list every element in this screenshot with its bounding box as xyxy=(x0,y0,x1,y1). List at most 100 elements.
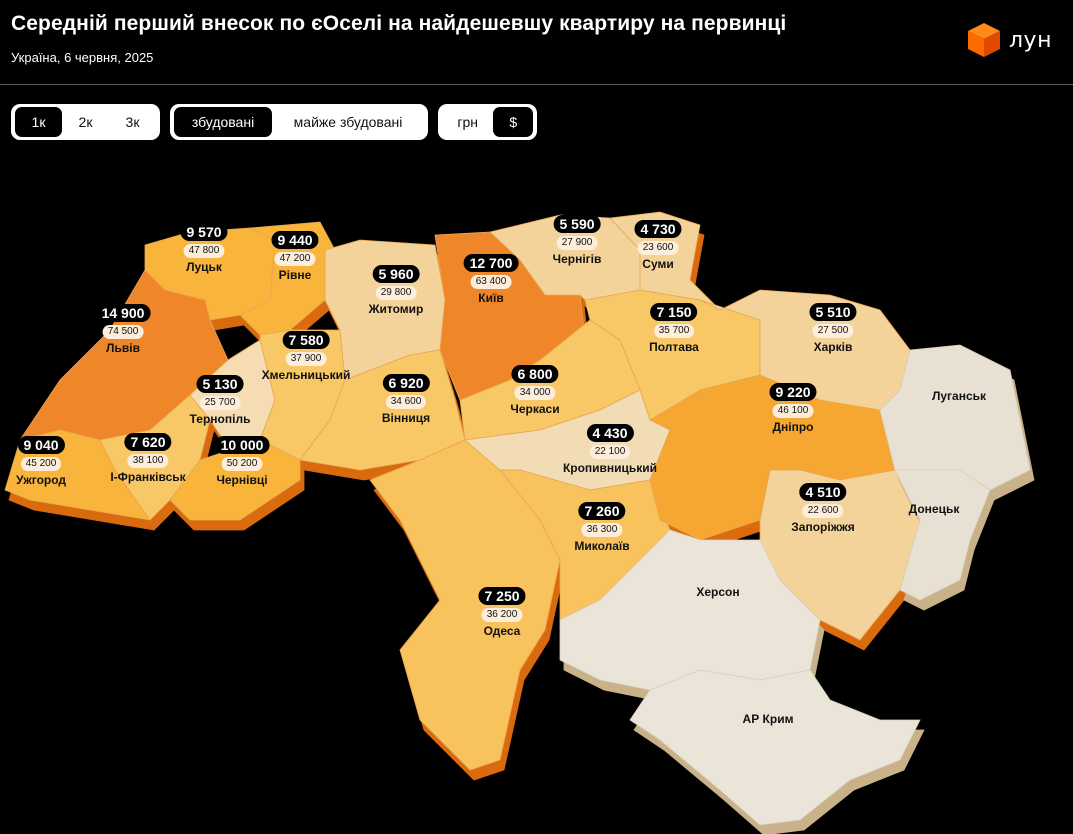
uah-badge: 38 100 xyxy=(127,454,169,468)
uah-badge: 63 400 xyxy=(470,275,512,289)
usd-badge: 7 150 xyxy=(650,303,698,321)
uah-badge: 37 900 xyxy=(285,352,327,366)
status-option-built[interactable]: збудовані xyxy=(174,107,272,137)
uah-badge: 34 600 xyxy=(385,395,427,409)
region-label-kropyvnytskyi[interactable]: 4 430 22 100 Кропивницький xyxy=(563,424,657,475)
city-name: Чернігів xyxy=(552,252,602,266)
usd-badge: 5 510 xyxy=(809,303,857,321)
usd-badge: 4 510 xyxy=(799,483,847,501)
usd-badge: 9 570 xyxy=(180,223,228,241)
region-kherson xyxy=(559,529,821,691)
region-label-kherson[interactable]: Херсон xyxy=(696,585,739,599)
page-title: Середній перший внесок по єОселі на найд… xyxy=(11,12,787,35)
city-name: Рівне xyxy=(278,268,312,282)
region-label-odesa[interactable]: 7 250 36 200 Одеса xyxy=(478,587,526,638)
usd-badge: 14 900 xyxy=(95,304,151,322)
rooms-option-1k[interactable]: 1к xyxy=(15,107,62,137)
region-label-khmelnytskyi[interactable]: 7 580 37 900 Хмельницький xyxy=(261,331,351,382)
usd-badge: 5 590 xyxy=(553,215,601,233)
region-label-rivne[interactable]: 9 440 47 200 Рівне xyxy=(271,231,319,282)
region-crimea xyxy=(629,669,921,826)
city-name: Луганськ xyxy=(931,389,987,403)
region-label-dnipro[interactable]: 9 220 46 100 Дніпро xyxy=(769,383,817,434)
region-label-lutsk[interactable]: 9 570 47 800 Луцьк xyxy=(180,223,228,274)
region-label-donetsk[interactable]: Донецьк xyxy=(909,502,960,516)
city-name: Тернопіль xyxy=(189,412,251,426)
region-label-sumy[interactable]: 4 730 23 600 Суми xyxy=(634,220,682,271)
usd-badge: 6 920 xyxy=(382,374,430,392)
status-option-almost-built[interactable]: майже збудовані xyxy=(293,114,403,130)
city-name: Херсон xyxy=(696,585,740,599)
region-label-poltava[interactable]: 7 150 35 700 Полтава xyxy=(649,303,699,354)
city-name: Запоріжжя xyxy=(791,520,855,534)
usd-badge: 9 040 xyxy=(17,436,65,454)
usd-badge: 9 440 xyxy=(271,231,319,249)
lun-logo[interactable]: лун xyxy=(967,22,1052,58)
region-label-kyiv[interactable]: 12 700 63 400 Київ xyxy=(463,254,519,305)
city-name: І-Франківськ xyxy=(110,470,186,484)
uah-badge: 25 700 xyxy=(199,396,241,410)
page-subtitle: Україна, 6 червня, 2025 xyxy=(11,50,154,65)
city-name: Одеса xyxy=(483,624,521,638)
city-name: Чернівці xyxy=(216,473,268,487)
usd-badge: 4 430 xyxy=(586,424,634,442)
city-name: Суми xyxy=(642,257,674,271)
rooms-option-3k[interactable]: 3к xyxy=(125,114,140,130)
ukraine-map: 9 570 47 800 Луцьк 9 440 47 200 Рівне 5 … xyxy=(0,150,1073,834)
usd-badge: 5 130 xyxy=(196,375,244,393)
usd-badge: 7 250 xyxy=(478,587,526,605)
rooms-toggle: 1к 2к 3к xyxy=(11,104,160,140)
usd-badge: 4 730 xyxy=(634,220,682,238)
region-label-zaporizhzhia[interactable]: 4 510 22 600 Запоріжжя xyxy=(791,483,855,534)
region-label-kharkiv[interactable]: 5 510 27 500 Харків xyxy=(809,303,857,354)
region-label-vinnytsia[interactable]: 6 920 34 600 Вінниця xyxy=(382,374,430,425)
uah-badge: 47 800 xyxy=(183,244,225,258)
city-name: Черкаси xyxy=(510,402,560,416)
region-label-lviv[interactable]: 14 900 74 500 Львів xyxy=(95,304,151,355)
city-name: Львів xyxy=(106,341,140,355)
uah-badge: 22 600 xyxy=(802,504,844,518)
uah-badge: 36 200 xyxy=(481,608,523,622)
currency-option-uah[interactable]: грн xyxy=(457,114,479,130)
usd-badge: 5 960 xyxy=(372,265,420,283)
usd-badge: 7 620 xyxy=(124,433,172,451)
city-name: Хмельницький xyxy=(261,368,351,382)
region-label-mykolaiv[interactable]: 7 260 36 300 Миколаїв xyxy=(574,502,630,553)
map-shapes xyxy=(4,211,1031,826)
cube-logo-icon xyxy=(968,23,1000,57)
uah-badge: 46 100 xyxy=(772,404,814,418)
usd-badge: 7 260 xyxy=(578,502,626,520)
currency-option-usd[interactable]: $ xyxy=(493,107,533,137)
usd-badge: 6 800 xyxy=(511,365,559,383)
region-label-chernihiv[interactable]: 5 590 27 900 Чернігів xyxy=(552,215,602,266)
usd-badge: 10 000 xyxy=(214,436,270,454)
uah-badge: 23 600 xyxy=(637,241,679,255)
city-name: АР Крим xyxy=(742,712,794,726)
region-label-ternopil[interactable]: 5 130 25 700 Тернопіль xyxy=(189,375,251,426)
city-name: Кропивницький xyxy=(562,461,658,475)
region-label-chernivtsi[interactable]: 10 000 50 200 Чернівці xyxy=(214,436,270,487)
region-label-cherkasy[interactable]: 6 800 34 000 Черкаси xyxy=(510,365,560,416)
usd-badge: 9 220 xyxy=(769,383,817,401)
uah-badge: 74 500 xyxy=(102,325,144,339)
region-label-luhansk[interactable]: Луганськ xyxy=(932,389,986,403)
uah-badge: 27 900 xyxy=(556,236,598,250)
city-name: Київ xyxy=(478,291,504,305)
city-name: Житомир xyxy=(368,302,424,316)
region-label-zhytomyr[interactable]: 5 960 29 800 Житомир xyxy=(368,265,424,316)
uah-badge: 36 300 xyxy=(581,523,623,537)
region-label-ivano-frankivsk[interactable]: 7 620 38 100 І-Франківськ xyxy=(110,433,186,484)
city-name: Луцьк xyxy=(186,260,222,274)
city-name: Дніпро xyxy=(772,420,814,434)
uah-badge: 47 200 xyxy=(274,252,316,266)
region-label-uzhhorod[interactable]: 9 040 45 200 Ужгород xyxy=(16,436,66,487)
rooms-option-2k[interactable]: 2к xyxy=(78,114,93,130)
region-donetsk xyxy=(894,469,991,601)
city-name: Полтава xyxy=(649,340,699,354)
uah-badge: 50 200 xyxy=(221,457,263,471)
region-label-crimea[interactable]: АР Крим xyxy=(743,712,794,726)
uah-badge: 45 200 xyxy=(20,457,62,471)
uah-badge: 27 500 xyxy=(812,324,854,338)
city-name: Донецьк xyxy=(908,502,960,516)
uah-badge: 34 000 xyxy=(514,386,556,400)
